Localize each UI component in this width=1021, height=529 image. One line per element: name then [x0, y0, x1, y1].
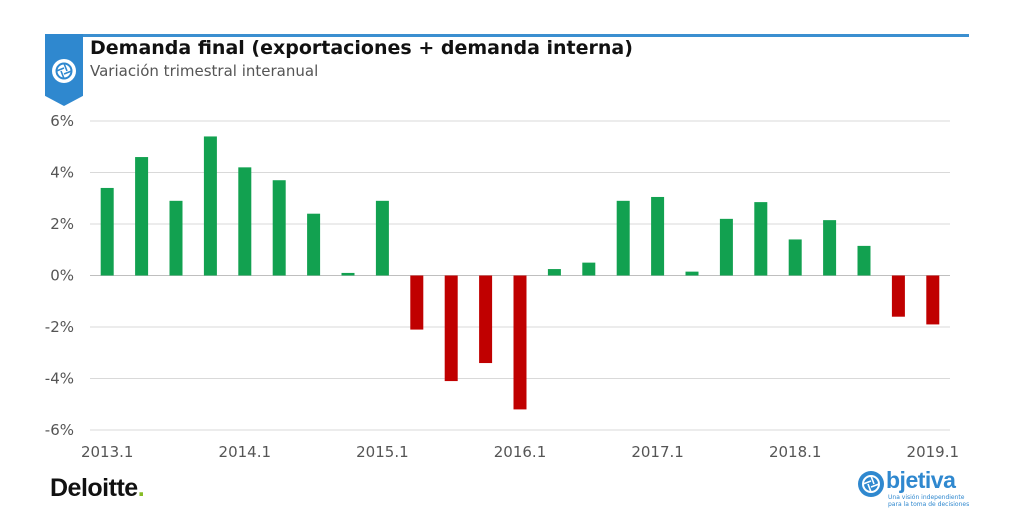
x-tick-label: 2018.1: [769, 443, 822, 461]
bar-2016.4: [616, 200, 630, 276]
bar-2014.4: [341, 272, 355, 276]
bar-2014.3: [307, 213, 321, 276]
bars: [100, 136, 940, 410]
bar-2017.3: [719, 218, 733, 276]
y-tick-label: -6%: [45, 421, 74, 439]
header-rule: [45, 34, 969, 37]
chart-subtitle: Variación trimestral interanual: [90, 62, 319, 80]
objetiva-logo-text: bjetiva: [886, 467, 956, 493]
y-tick-label: 2%: [50, 215, 74, 233]
bar-2017.2: [685, 271, 699, 276]
bar-2019.1: [926, 275, 940, 325]
chart-title: Demanda final (exportaciones + demanda i…: [90, 37, 633, 59]
y-tick-label: 6%: [50, 112, 74, 130]
x-tick-label: 2016.1: [494, 443, 547, 461]
x-tick-label: 2014.1: [219, 443, 272, 461]
bar-2018.2: [823, 220, 837, 276]
objetiva-tagline-line-1: Una visión independiente: [888, 494, 965, 501]
x-tick-label: 2013.1: [81, 443, 134, 461]
bar-2013.1: [100, 187, 114, 276]
deloitte-logo-dot: .: [137, 474, 145, 502]
y-tick-label: -4%: [45, 370, 74, 388]
bar-2018.3: [857, 245, 871, 276]
bar-2013.4: [203, 136, 217, 276]
objetiva-tagline-line-2: para la toma de decisiones: [888, 501, 970, 508]
bar-2013.2: [135, 157, 149, 276]
y-tick-label: 0%: [50, 267, 74, 285]
bar-2014.2: [272, 180, 286, 276]
objetiva-logo: bjetiva Una visión independiente para la…: [856, 467, 971, 511]
objetiva-aperture-icon: [858, 471, 884, 497]
bar-2016.3: [582, 262, 596, 276]
x-tick-label: 2017.1: [631, 443, 684, 461]
objetiva-tagline: Una visión independiente para la toma de…: [888, 494, 973, 508]
bar-2015.2: [410, 275, 424, 330]
bar-2015.3: [444, 275, 458, 382]
bar-2018.1: [788, 239, 802, 276]
x-axis-ticks: 2013.1 2014.1 2015.1 2016.1 2017.1 2018.1 2019…: [81, 443, 959, 461]
deloitte-logo: Deloitte.: [50, 474, 145, 503]
y-axis-ticks: 6% 4% 2% 0% -2% -4% -6%: [45, 112, 74, 439]
x-tick-label: 2015.1: [356, 443, 409, 461]
y-tick-label: 4%: [50, 164, 74, 182]
bar-2017.4: [754, 202, 768, 276]
deloitte-logo-text: Deloitte: [50, 474, 138, 502]
bar-2016.2: [547, 269, 561, 276]
bar-2013.3: [169, 200, 183, 276]
bar-2015.4: [479, 275, 493, 364]
bar-2018.4: [891, 275, 905, 317]
y-tick-label: -2%: [45, 318, 74, 336]
bar-2015.1: [375, 200, 389, 276]
bar-2016.1: [513, 275, 527, 410]
aperture-icon: [52, 59, 76, 83]
bar-2014.1: [238, 167, 252, 276]
x-tick-label: 2019.1: [907, 443, 960, 461]
bar-2017.1: [651, 196, 665, 276]
